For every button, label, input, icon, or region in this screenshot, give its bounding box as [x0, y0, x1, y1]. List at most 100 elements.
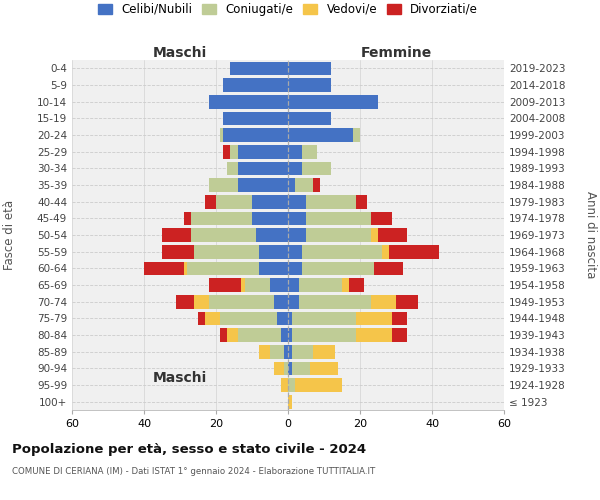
- Bar: [313, 178, 320, 192]
- Text: Maschi: Maschi: [153, 46, 207, 60]
- Bar: [292, 345, 313, 358]
- Bar: [302, 162, 331, 175]
- Bar: [371, 295, 396, 308]
- Text: Popolazione per età, sesso e stato civile - 2024: Popolazione per età, sesso e stato civil…: [12, 442, 366, 456]
- Bar: [245, 278, 270, 292]
- Bar: [259, 262, 288, 275]
- Bar: [259, 345, 270, 358]
- Bar: [194, 295, 209, 308]
- Bar: [252, 195, 288, 208]
- Bar: [238, 145, 288, 158]
- Bar: [209, 95, 288, 108]
- Bar: [288, 278, 299, 292]
- Bar: [223, 112, 288, 125]
- Bar: [284, 345, 288, 358]
- Bar: [349, 278, 364, 292]
- Text: Anni di nascita: Anni di nascita: [584, 192, 597, 278]
- Bar: [238, 178, 288, 192]
- Bar: [382, 245, 389, 258]
- Bar: [288, 78, 331, 92]
- Bar: [288, 312, 292, 325]
- Bar: [356, 195, 367, 208]
- Bar: [216, 195, 252, 208]
- Bar: [184, 212, 191, 225]
- Bar: [220, 328, 227, 342]
- Text: COMUNE DI CERIANA (IM) - Dati ISTAT 1° gennaio 2024 - Elaborazione TUTTITALIA.IT: COMUNE DI CERIANA (IM) - Dati ISTAT 1° g…: [12, 468, 375, 476]
- Bar: [205, 312, 220, 325]
- Bar: [288, 128, 353, 142]
- Bar: [238, 328, 281, 342]
- Bar: [270, 345, 284, 358]
- Bar: [292, 328, 356, 342]
- Bar: [191, 228, 256, 242]
- Bar: [270, 278, 288, 292]
- Bar: [144, 262, 184, 275]
- Bar: [223, 145, 230, 158]
- Bar: [342, 278, 349, 292]
- Bar: [371, 212, 392, 225]
- Bar: [162, 245, 194, 258]
- Bar: [288, 178, 295, 192]
- Bar: [205, 195, 216, 208]
- Bar: [302, 262, 374, 275]
- Text: Femmine: Femmine: [361, 46, 431, 60]
- Bar: [299, 295, 371, 308]
- Bar: [220, 128, 223, 142]
- Bar: [194, 245, 259, 258]
- Bar: [288, 362, 292, 375]
- Text: Maschi: Maschi: [153, 370, 207, 384]
- Bar: [227, 328, 238, 342]
- Legend: Celibi/Nubili, Coniugati/e, Vedovi/e, Divorziati/e: Celibi/Nubili, Coniugati/e, Vedovi/e, Di…: [98, 3, 478, 16]
- Bar: [295, 178, 313, 192]
- Bar: [288, 328, 292, 342]
- Bar: [238, 162, 288, 175]
- Bar: [306, 228, 371, 242]
- Bar: [281, 378, 288, 392]
- Bar: [256, 228, 288, 242]
- Bar: [313, 345, 335, 358]
- Bar: [288, 395, 292, 408]
- Bar: [288, 345, 292, 358]
- Bar: [187, 262, 259, 275]
- Bar: [353, 128, 360, 142]
- Bar: [223, 128, 288, 142]
- Bar: [209, 295, 274, 308]
- Bar: [162, 228, 191, 242]
- Bar: [389, 245, 439, 258]
- Bar: [230, 145, 238, 158]
- Bar: [371, 228, 378, 242]
- Bar: [191, 212, 252, 225]
- Bar: [306, 195, 356, 208]
- Text: Fasce di età: Fasce di età: [3, 200, 16, 270]
- Bar: [356, 328, 392, 342]
- Bar: [392, 312, 407, 325]
- Bar: [292, 312, 356, 325]
- Bar: [396, 295, 418, 308]
- Bar: [227, 162, 238, 175]
- Bar: [241, 278, 245, 292]
- Bar: [209, 278, 241, 292]
- Bar: [176, 295, 194, 308]
- Bar: [374, 262, 403, 275]
- Bar: [288, 295, 299, 308]
- Bar: [252, 212, 288, 225]
- Bar: [292, 362, 310, 375]
- Bar: [288, 245, 302, 258]
- Bar: [295, 378, 342, 392]
- Bar: [277, 312, 288, 325]
- Bar: [302, 145, 317, 158]
- Bar: [281, 328, 288, 342]
- Bar: [288, 378, 295, 392]
- Bar: [288, 262, 302, 275]
- Bar: [223, 78, 288, 92]
- Bar: [288, 162, 302, 175]
- Bar: [259, 245, 288, 258]
- Bar: [306, 212, 371, 225]
- Bar: [288, 112, 331, 125]
- Bar: [299, 278, 342, 292]
- Bar: [230, 62, 288, 75]
- Bar: [288, 228, 306, 242]
- Bar: [288, 195, 306, 208]
- Bar: [302, 245, 382, 258]
- Bar: [378, 228, 407, 242]
